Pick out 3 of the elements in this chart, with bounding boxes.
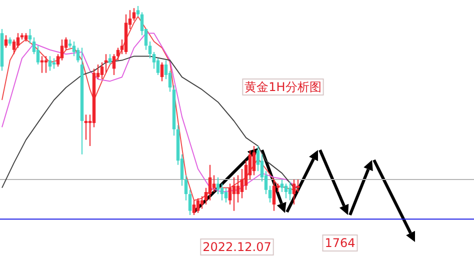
text: 1764 [324, 236, 356, 250]
annotation: 黄金1H分析图 [244, 80, 322, 94]
text: 2022.12.07 [202, 240, 272, 254]
